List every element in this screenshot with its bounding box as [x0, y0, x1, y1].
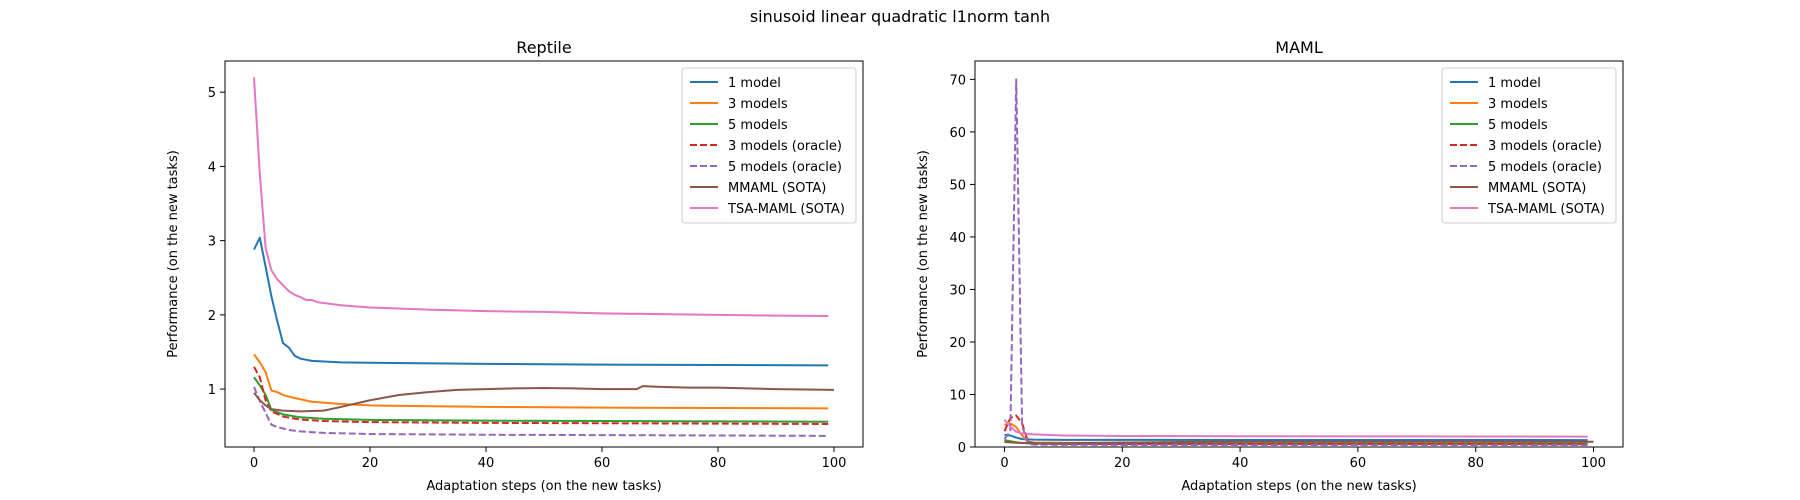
y-tick-label: 0: [958, 441, 966, 456]
y-tick-label: 3: [208, 235, 216, 250]
x-tick-label: 20: [1114, 456, 1131, 471]
panel-reptile: Reptile 0 20 40 60 80 100 1 2 3 4 5 Adaptation steps…: [166, 38, 864, 494]
legend-label: 3 models: [728, 97, 788, 112]
y-tick-label: 50: [949, 178, 966, 193]
legend-label: MMAML (SOTA): [1488, 181, 1586, 196]
x-tick-label: 40: [1232, 456, 1249, 471]
series-group: [253, 77, 835, 437]
series-line-5-models: [253, 376, 829, 423]
y-tick-label: 30: [949, 283, 966, 298]
y-axis-label: Performance (on the new tasks): [166, 150, 181, 358]
y-tick-label: 10: [949, 388, 966, 403]
figure-suptitle: sinusoid linear quadratic l1norm tanh: [750, 7, 1050, 26]
series-line-1-model: [1004, 433, 1588, 442]
x-tick-label: 40: [478, 456, 495, 471]
x-tick-label: 80: [710, 456, 727, 471]
plot-frame: [974, 60, 1624, 448]
series-line-mmaml-sota: [253, 385, 835, 413]
x-tick-label: 60: [594, 456, 611, 471]
y-tick-label: 2: [208, 309, 216, 324]
x-tick-label: 0: [250, 456, 258, 471]
y-tick-label: 60: [949, 126, 966, 141]
legend-label: 1 model: [728, 76, 781, 91]
legend-label: 5 models: [1488, 118, 1548, 133]
legend-label: MMAML (SOTA): [728, 181, 826, 196]
x-tick-label: 100: [822, 456, 847, 471]
series-line-mmaml-sota: [1004, 440, 1594, 445]
legend-box: [681, 67, 857, 224]
legend: 1 model 3 models 5 models 3 models (oracle)…: [681, 67, 857, 224]
legend-label: 3 models (oracle): [728, 139, 842, 154]
legend-box: [1441, 67, 1617, 224]
chart-title: MAML: [1275, 38, 1323, 57]
series-line-3-models-oracle: [253, 366, 829, 425]
legend-label: TSA-MAML (SOTA): [1487, 202, 1605, 217]
series-line-tsa-maml-sota: [253, 77, 829, 317]
y-tick-label: 1: [208, 383, 216, 398]
x-axis-label: Adaptation steps (on the new tasks): [1181, 479, 1416, 494]
series-line-3-models: [253, 353, 829, 410]
x-tick-label: 100: [1581, 456, 1606, 471]
series-group: [1003, 78, 1594, 447]
x-axis-label: Adaptation steps (on the new tasks): [426, 479, 661, 494]
x-tick-label: 80: [1467, 456, 1484, 471]
y-tick-label: 70: [949, 73, 966, 88]
y-tick-label: 5: [208, 86, 216, 101]
legend-label: 3 models: [1488, 97, 1548, 112]
legend-label: TSA-MAML (SOTA): [727, 202, 845, 217]
series-line-1-model: [253, 236, 829, 367]
series-line-tsa-maml-sota: [1003, 419, 1588, 438]
x-tick-label: 0: [1000, 456, 1008, 471]
chart-title: Reptile: [516, 38, 571, 57]
x-tick-label: 20: [362, 456, 379, 471]
legend: 1 model 3 models 5 models 3 models (oracle)…: [1441, 67, 1617, 224]
y-tick-label: 4: [208, 160, 216, 175]
legend-label: 5 models: [728, 118, 788, 133]
panel-maml: MAML 0 20 40 60 80 100 0 10 20 30 40 50 60 70 Adaptatio…: [916, 38, 1624, 494]
legend-label: 3 models (oracle): [1488, 139, 1602, 154]
y-tick-label: 40: [949, 231, 966, 246]
legend-label: 5 models (oracle): [1488, 160, 1602, 175]
plot-frame: [224, 60, 864, 448]
legend-label: 1 model: [1488, 76, 1541, 91]
series-line-5-models-oracle: [1003, 78, 1588, 447]
x-tick-label: 60: [1350, 456, 1367, 471]
y-tick-label: 20: [949, 336, 966, 351]
y-axis-label: Performance (on the new tasks): [916, 150, 931, 358]
series-line-5-models-oracle: [253, 386, 829, 437]
legend-label: 5 models (oracle): [728, 160, 842, 175]
